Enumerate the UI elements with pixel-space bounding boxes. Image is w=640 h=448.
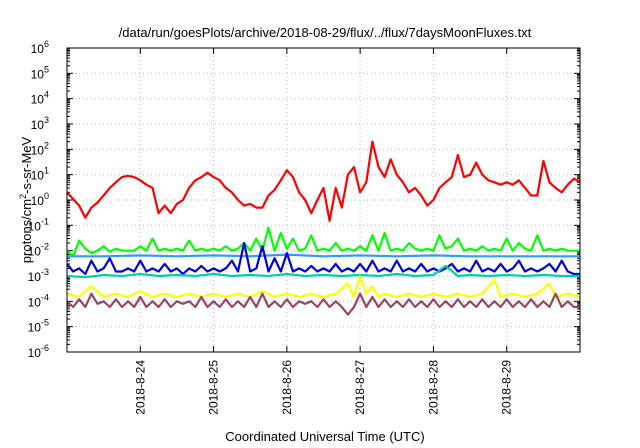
x-tick-label: 2018-8-26	[280, 360, 294, 415]
series-line-1	[66, 140, 581, 222]
series-line-3	[67, 253, 580, 258]
y-tick-label: 106	[31, 39, 49, 56]
y-tick-label: 100	[31, 191, 49, 208]
grid	[67, 48, 580, 352]
y-tick-label: 103	[31, 115, 49, 132]
x-tick-label: 2018-8-25	[207, 360, 221, 415]
y-tick-label: 10-1	[28, 216, 49, 233]
y-tick-label: 104	[31, 90, 49, 107]
y-tick-label: 10-5	[28, 318, 49, 335]
series-line-5	[66, 264, 580, 279]
x-tick-label: 2018-8-27	[353, 360, 367, 415]
series-line-2	[66, 226, 580, 258]
y-axis-label-prefix: protons/cm	[19, 199, 34, 263]
series-layer	[66, 140, 581, 316]
y-axis-label: protons/cm2-s-sr-MeV	[18, 136, 34, 263]
series-line-6	[66, 274, 581, 298]
y-axis-label-suffix: -s-sr-MeV	[19, 136, 34, 193]
y-tick-label: 10-6	[28, 343, 49, 360]
y-tick-label: 102	[31, 140, 49, 157]
y-tick-label: 10-2	[28, 242, 49, 259]
x-tick-label: 2018-8-29	[500, 360, 514, 415]
x-tick-label: 2018-8-24	[133, 360, 147, 415]
series-line-7	[66, 292, 580, 316]
chart-title: /data/run/goesPlots/archive/2018-08-29/f…	[119, 25, 532, 40]
y-tick-label: 10-4	[28, 292, 49, 309]
x-axis-ticks: 2018-8-24 2018-8-25 2018-8-26 2018-8-27 2018…	[133, 48, 514, 415]
x-tick-label: 2018-8-28	[426, 360, 440, 415]
series-line-4	[66, 241, 580, 276]
y-axis-label-sup: 2	[18, 194, 28, 199]
y-tick-label: 105	[31, 64, 49, 81]
y-tick-label: 10-3	[28, 267, 49, 284]
x-axis-label: Coordinated Universal Time (UTC)	[225, 429, 424, 444]
y-tick-label: 101	[31, 166, 49, 183]
plot-frame	[66, 47, 581, 353]
